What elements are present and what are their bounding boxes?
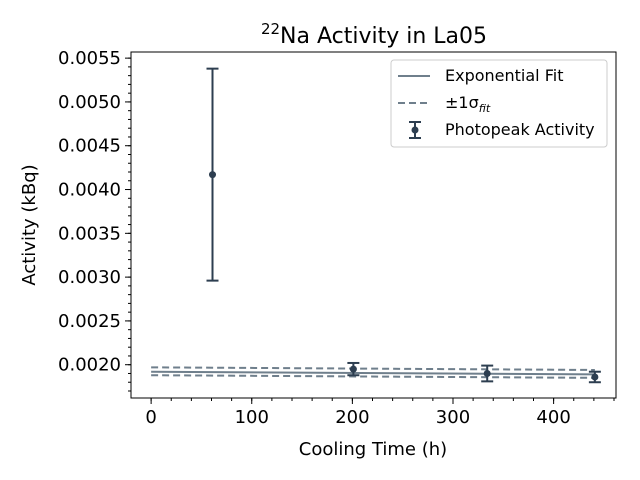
- sigma-band-line: [151, 374, 595, 379]
- y-axis: 0.0020 0.0025 0.0030 0.0035 0.0040 0.0045 0.00…: [58, 48, 131, 392]
- x-tick-label: 400: [536, 407, 570, 428]
- y-tick-label: 0.0025: [58, 311, 121, 332]
- x-tick-label: 0: [145, 407, 156, 428]
- fit-line: [151, 370, 595, 376]
- legend-box: [390, 59, 608, 148]
- data-point: [209, 171, 217, 179]
- legend-points-swatch: [409, 121, 421, 139]
- y-tick-label: 0.0030: [58, 267, 121, 288]
- x-tick-label: 100: [235, 407, 269, 428]
- data-point: [349, 365, 357, 373]
- y-tick-label: 0.0020: [58, 355, 121, 376]
- x-axis: 0 100 200 300 400: [145, 398, 615, 428]
- x-tick-label: 200: [335, 407, 369, 428]
- sigma-band-line: [151, 366, 595, 371]
- y-tick-label: 0.0035: [58, 223, 121, 244]
- y-tick-label: 0.0045: [58, 136, 121, 157]
- chart-title-superscript: 22: [261, 20, 280, 38]
- legend: Exponential Fit ±1σfit Photopeak Activit…: [390, 59, 608, 148]
- legend-fit-label: Exponential Fit: [445, 66, 563, 85]
- legend-points-label: Photopeak Activity: [445, 120, 595, 139]
- data-point: [483, 369, 491, 377]
- chart-title-main: Na Activity in La05: [280, 24, 487, 49]
- legend-sigma-prefix: ±1σ: [445, 93, 479, 112]
- y-axis-label: Activity (kBq): [19, 164, 40, 285]
- legend-sigma-label: ±1σfit: [445, 93, 491, 115]
- data-point: [591, 373, 599, 381]
- legend-sigma-subscript: fit: [479, 102, 491, 115]
- x-axis-label: Cooling Time (h): [299, 439, 447, 460]
- x-tick-label: 300: [436, 407, 470, 428]
- y-tick-label: 0.0040: [58, 180, 121, 201]
- plot-layer: [151, 67, 601, 384]
- y-tick-label: 0.0050: [58, 92, 121, 113]
- y-tick-label: 0.0055: [58, 48, 121, 69]
- chart-title: 22Na Activity in La05: [261, 20, 487, 49]
